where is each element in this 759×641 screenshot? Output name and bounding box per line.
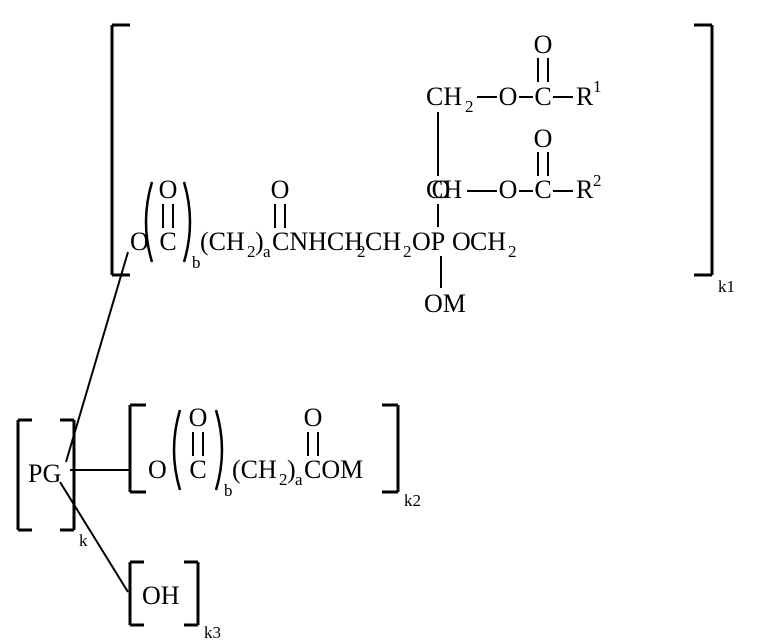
amide-och2-sub: 2 bbox=[508, 242, 517, 261]
mid-com: COM bbox=[304, 455, 363, 484]
amide-och2-ch: CH bbox=[470, 227, 506, 256]
c-carbonyl-2: C bbox=[534, 175, 551, 204]
double-bond-inner-mid bbox=[193, 432, 203, 456]
pg-label: PG bbox=[28, 459, 61, 488]
ch2-top: CH bbox=[426, 82, 462, 111]
mid-o-before: O bbox=[148, 455, 167, 484]
amide-och2-o: O bbox=[452, 227, 471, 256]
o-bridge-2: O bbox=[499, 175, 518, 204]
o-amide: O bbox=[271, 175, 290, 204]
mid-o-inner: O bbox=[189, 403, 208, 432]
double-bond-amide bbox=[275, 204, 285, 228]
mid-ch2a-a: a bbox=[295, 470, 303, 489]
mid-c-inner: C bbox=[189, 455, 206, 484]
r2-sup: 2 bbox=[593, 171, 602, 190]
o-bridge-1: O bbox=[499, 82, 518, 111]
amide-sub-2b: 2 bbox=[403, 242, 412, 261]
mid-o-carboxyl: O bbox=[304, 403, 323, 432]
c-carbonyl-1: C bbox=[534, 82, 551, 111]
amide-ch2b: CH bbox=[365, 227, 401, 256]
ch2-top-sub: 2 bbox=[465, 97, 474, 116]
paren-mid-left bbox=[174, 410, 180, 490]
subscript-k1: k1 bbox=[718, 277, 735, 296]
subscript-k2: k2 bbox=[404, 491, 421, 510]
amide-c: CNHCH bbox=[272, 227, 363, 256]
bracket-top-right bbox=[694, 25, 712, 275]
r1: R bbox=[576, 82, 594, 111]
bracket-pg-right bbox=[60, 420, 74, 530]
r1-sup: 1 bbox=[593, 77, 602, 96]
o-inner-top: O bbox=[159, 175, 178, 204]
double-bond-mid-carboxyl bbox=[308, 432, 318, 456]
om: OM bbox=[424, 289, 466, 318]
oh-label: OH bbox=[142, 581, 180, 610]
bond-pg-to-oh bbox=[60, 482, 128, 592]
o-top-carbonyl1: O bbox=[534, 30, 553, 59]
double-bond-top2 bbox=[538, 152, 548, 176]
amide-op: OP bbox=[412, 227, 445, 256]
double-bond-top1 bbox=[538, 58, 548, 82]
o-phos: O bbox=[432, 175, 451, 204]
mid-ch2a-open: (CH bbox=[232, 455, 277, 484]
double-bond-inner-top bbox=[163, 204, 173, 228]
bracket-mid-left bbox=[130, 405, 146, 492]
chemical-structure-diagram: k1 O CH 2 O C R 1 O CH O C R 2 O O C b bbox=[0, 0, 759, 641]
paren-top-right bbox=[184, 182, 190, 262]
ch2a-top-a: a bbox=[263, 242, 271, 261]
ch2a-top-open: (CH bbox=[200, 227, 245, 256]
bracket-mid-right bbox=[382, 405, 398, 492]
subscript-k3: k3 bbox=[204, 623, 221, 641]
bracket-top-left bbox=[112, 25, 130, 275]
c-inner-top: C bbox=[159, 227, 176, 256]
o-top-carbonyl2: O bbox=[534, 124, 553, 153]
bracket-oh-right bbox=[184, 562, 198, 625]
r2: R bbox=[576, 175, 594, 204]
subscript-k: k bbox=[79, 531, 88, 550]
paren-mid-right bbox=[216, 410, 222, 490]
